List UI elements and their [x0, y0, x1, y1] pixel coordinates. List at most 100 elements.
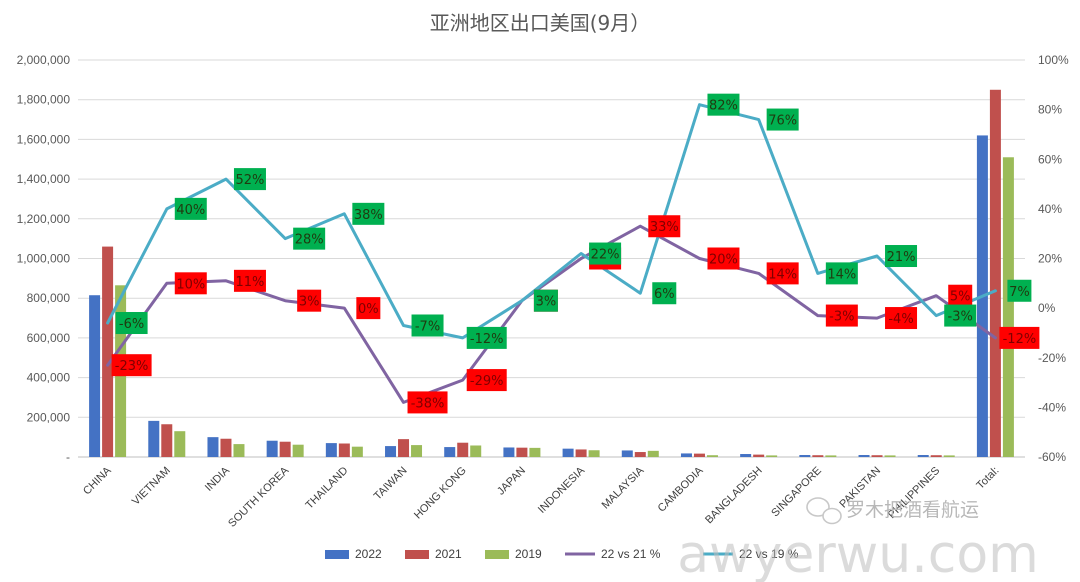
- data-label-box: [466, 369, 507, 392]
- y-tick-label: 1,400,000: [17, 172, 71, 186]
- y-tick-label: -: [66, 450, 70, 464]
- bar: [516, 447, 528, 457]
- bar: [529, 447, 541, 457]
- bar: [753, 454, 765, 457]
- data-label: 52%: [233, 168, 266, 191]
- data-label-box: [999, 326, 1040, 349]
- bar: [457, 442, 469, 457]
- bar: [503, 447, 515, 457]
- data-label-box: [885, 307, 918, 330]
- bar: [943, 455, 955, 457]
- data-label: 7%: [1007, 279, 1032, 302]
- data-label-text: 3%: [536, 295, 557, 310]
- data-label: 76%: [766, 108, 799, 131]
- data-label-text: 40%: [176, 203, 205, 218]
- bar: [161, 424, 173, 457]
- bar: [470, 445, 482, 457]
- bar: [325, 443, 337, 457]
- y2-tick-label: 20%: [1038, 252, 1062, 266]
- legend-label: 22 vs 19 %: [739, 547, 799, 561]
- data-label: 14%: [825, 262, 858, 285]
- x-tick-label: INDONESIA: [536, 464, 588, 516]
- legend: 2022 2021 2019 22 vs 21 % 22 vs 19 %: [325, 547, 799, 561]
- x-tick-label: Total:: [974, 465, 1001, 492]
- data-label-box: [115, 312, 148, 335]
- legend-item: 2022: [325, 547, 382, 561]
- bar: [575, 449, 587, 457]
- data-label-text: 22%: [591, 248, 620, 263]
- data-label-box: [707, 247, 740, 270]
- data-label: -38%: [407, 391, 448, 414]
- legend-label: 22 vs 21 %: [601, 547, 661, 561]
- bar: [647, 450, 659, 457]
- data-label-text: 28%: [295, 233, 324, 248]
- data-label: 40%: [174, 197, 207, 220]
- data-label: -7%: [411, 314, 444, 337]
- legend-label: 2019: [515, 547, 542, 561]
- data-label: 6%: [652, 282, 677, 305]
- data-label: 28%: [293, 227, 326, 250]
- data-label: 38%: [352, 202, 385, 225]
- watermark-text: awyerwu.com: [677, 525, 1039, 582]
- data-label-box: [352, 202, 385, 225]
- x-tick-label: CHINA: [81, 464, 114, 497]
- x-tick-label: MALAYSIA: [600, 464, 647, 511]
- data-label-box: [174, 197, 207, 220]
- data-label-box: [297, 289, 322, 312]
- watermark: 罗木把酒看航运 awyerwu.com: [677, 497, 1039, 582]
- data-label: 33%: [648, 215, 681, 238]
- bar: [930, 455, 942, 457]
- data-label-box: [652, 282, 677, 305]
- data-label-text: -38%: [411, 396, 445, 411]
- data-label: -3%: [825, 304, 858, 327]
- data-label-box: [766, 262, 799, 285]
- data-label: 20%: [707, 247, 740, 270]
- data-label: -12%: [466, 326, 507, 349]
- series-line: [106, 224, 997, 404]
- bar: [634, 452, 646, 457]
- bar: [174, 431, 186, 457]
- data-label: 5%: [948, 284, 973, 307]
- bar: [102, 246, 114, 457]
- data-label-box: [944, 304, 977, 327]
- bar: [917, 455, 929, 457]
- data-label-text: 38%: [354, 208, 383, 223]
- data-label: 10%: [174, 272, 207, 295]
- y2-tick-label: -20%: [1038, 351, 1066, 365]
- data-label: -29%: [466, 369, 507, 392]
- legend-label: 2022: [355, 547, 382, 561]
- data-label: 11%: [233, 269, 266, 292]
- data-label-box: [589, 242, 622, 265]
- y2-tick-label: 60%: [1038, 152, 1062, 166]
- legend-swatch: [405, 550, 429, 559]
- bar: [385, 446, 397, 457]
- bar: [871, 455, 883, 457]
- data-label-box: [407, 391, 448, 414]
- y2-tick-label: 0%: [1038, 301, 1056, 315]
- data-label-text: 3%: [299, 295, 320, 310]
- legend-item: 2021: [405, 547, 462, 561]
- data-label-box: [233, 168, 266, 191]
- data-label: 82%: [707, 93, 740, 116]
- y-tick-label: 1,600,000: [17, 132, 71, 146]
- y-tick-label: 800,000: [27, 291, 71, 305]
- watermark-brand: 罗木把酒看航运: [846, 499, 979, 521]
- x-tick-label: CAMBODIA: [656, 464, 706, 514]
- data-label-text: 7%: [1009, 285, 1030, 300]
- data-label: -6%: [115, 312, 148, 335]
- legend-swatch: [485, 550, 509, 559]
- bar: [338, 443, 350, 457]
- data-label-text: -3%: [829, 310, 854, 325]
- data-label-box: [233, 269, 266, 292]
- x-tick-label: BANGLADESH: [703, 465, 765, 527]
- data-label: 3%: [297, 289, 322, 312]
- data-label: 14%: [766, 262, 799, 285]
- y-tick-label: 1,800,000: [17, 93, 71, 107]
- data-label-box: [885, 245, 918, 268]
- bar: [444, 447, 456, 457]
- line-series: [106, 103, 997, 404]
- y2-tick-label: 40%: [1038, 202, 1062, 216]
- wechat-icon: [806, 497, 842, 525]
- data-label-box: [293, 227, 326, 250]
